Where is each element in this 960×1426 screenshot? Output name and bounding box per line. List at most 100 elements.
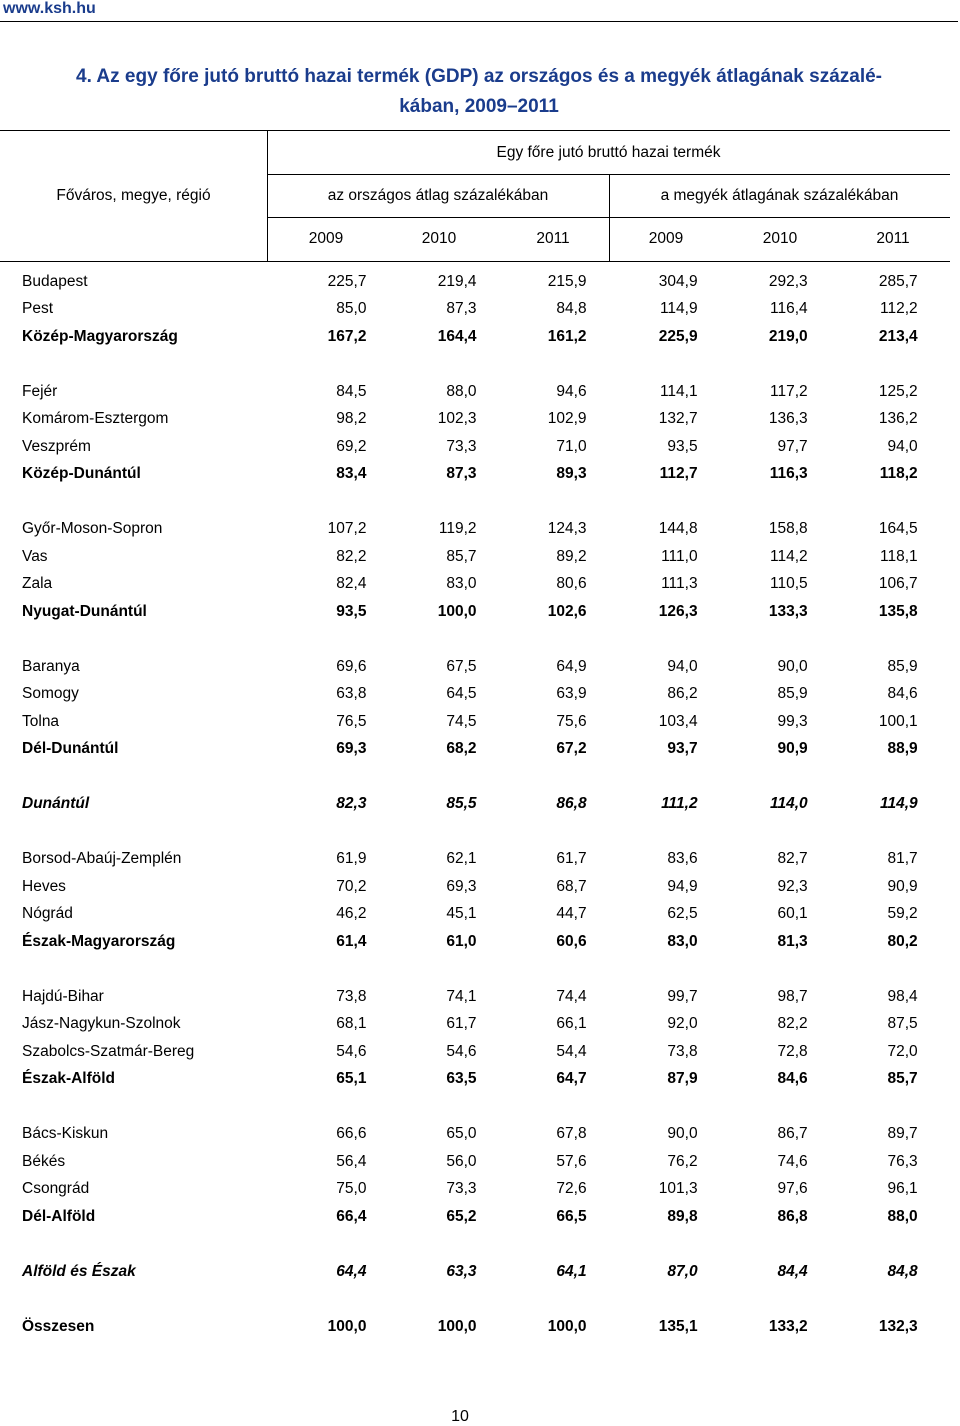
row-label: Tolna — [22, 712, 60, 730]
value-cell: 65,1 — [336, 1070, 367, 1088]
spacer-cell — [0, 351, 960, 379]
value-cell: 61,0 — [446, 932, 477, 950]
header-divider — [0, 21, 958, 22]
value-cell: 45,1 — [446, 905, 477, 923]
value-cell: 62,1 — [446, 850, 477, 868]
value-cell: 69,6 — [336, 657, 367, 675]
value-cell: 107,2 — [327, 520, 367, 538]
value-cell: 92,3 — [777, 877, 808, 895]
value-cell: 63,5 — [446, 1070, 477, 1088]
table-row: Vas 82,2 85,7 89,2 111,0 114,2 118,1 — [0, 543, 960, 571]
value-cell: 99,7 — [667, 987, 698, 1005]
value-cell: 82,3 — [336, 795, 367, 813]
value-cell: 112,7 — [659, 465, 698, 483]
table-row: Közép-Magyarország 167,2 164,4 161,2 225,9 21… — [0, 323, 960, 351]
value-cell: 119,2 — [438, 520, 477, 538]
right-padding-cell — [918, 296, 960, 324]
value-cell: 85,7 — [887, 1070, 918, 1088]
value-cell: 80,6 — [556, 575, 587, 593]
value-cell: 164,5 — [878, 520, 918, 538]
table-row: Nyugat-Dunántúl 93,5 100,0 102,6 126,3 133,3 1… — [0, 598, 960, 626]
value-cell: 84,6 — [887, 685, 918, 703]
value-cell: 83,6 — [667, 850, 698, 868]
row-label: Zala — [22, 575, 53, 593]
value-cell: 82,7 — [777, 850, 808, 868]
value-cell: 44,7 — [556, 905, 587, 923]
value-cell: 93,7 — [667, 740, 698, 758]
site-url[interactable]: www.ksh.hu — [3, 0, 96, 17]
row-label: Dél-Dunántúl — [22, 740, 119, 758]
table-row: Szabolcs-Szatmár-Bereg 54,6 54,6 54,4 73,8 72… — [0, 1038, 960, 1066]
spacer-cell — [0, 488, 960, 516]
value-cell: 63,3 — [446, 1262, 477, 1280]
table-row: Veszprém 69,2 73,3 71,0 93,5 97,7 94,0 — [0, 433, 960, 461]
right-padding-cell — [918, 1038, 960, 1066]
value-cell: 114,9 — [880, 795, 918, 813]
value-cell: 98,2 — [336, 410, 367, 428]
table-row: Közép-Dunántúl 83,4 87,3 89,3 112,7 116,3 118,… — [0, 461, 960, 489]
value-cell: 67,8 — [556, 1125, 587, 1143]
spacer-row — [0, 1093, 960, 1121]
spacer-cell — [0, 956, 960, 984]
value-cell: 85,5 — [446, 795, 477, 813]
value-cell: 69,3 — [446, 877, 477, 895]
value-cell: 54,6 — [446, 1042, 477, 1060]
table-row: Tolna 76,5 74,5 75,6 103,4 99,3 100,1 — [0, 708, 960, 736]
value-cell: 81,7 — [887, 850, 918, 868]
header-row-label: Főváros, megye, régió — [56, 187, 211, 204]
value-cell: 72,0 — [887, 1042, 918, 1060]
value-cell: 59,2 — [887, 905, 918, 923]
value-cell: 84,5 — [336, 382, 367, 400]
value-cell: 46,2 — [336, 905, 367, 923]
value-cell: 61,7 — [556, 850, 587, 868]
value-cell: 106,7 — [878, 575, 918, 593]
value-cell: 75,0 — [336, 1180, 367, 1198]
table-title-line1: 4. Az egy főre jutó bruttó hazai termék … — [76, 66, 882, 87]
table-row: Komárom-Esztergom 98,2 102,3 102,9 132,7 136,… — [0, 406, 960, 434]
value-cell: 54,4 — [556, 1042, 587, 1060]
right-padding-cell — [918, 516, 960, 544]
value-cell: 98,7 — [777, 987, 808, 1005]
value-cell: 114,1 — [659, 382, 698, 400]
row-label: Vas — [22, 547, 48, 565]
table-row: Dél-Dunántúl 69,3 68,2 67,2 93,7 90,9 88,9 — [0, 736, 960, 764]
value-cell: 285,7 — [878, 272, 918, 290]
table-row: Heves 70,2 69,3 68,7 94,9 92,3 90,9 — [0, 873, 960, 901]
right-padding-cell — [918, 983, 960, 1011]
value-cell: 102,3 — [437, 410, 477, 428]
value-cell: 76,2 — [667, 1152, 698, 1170]
spacer-cell — [0, 818, 960, 846]
value-cell: 100,0 — [437, 1317, 477, 1335]
value-cell: 88,9 — [887, 740, 918, 758]
value-cell: 84,8 — [556, 300, 587, 318]
value-cell: 54,6 — [336, 1042, 367, 1060]
value-cell: 90,9 — [777, 740, 808, 758]
spacer-cell — [0, 1093, 960, 1121]
value-cell: 85,0 — [336, 300, 367, 318]
value-cell: 65,2 — [446, 1207, 477, 1225]
value-cell: 111,3 — [661, 575, 698, 593]
right-padding-cell — [918, 873, 960, 901]
value-cell: 64,9 — [556, 657, 587, 675]
value-cell: 75,6 — [556, 712, 587, 730]
value-cell: 87,5 — [887, 1015, 918, 1033]
value-cell: 112,2 — [880, 300, 918, 318]
value-cell: 93,5 — [336, 602, 367, 620]
right-padding-cell — [918, 1176, 960, 1204]
value-cell: 68,2 — [446, 740, 477, 758]
table-body: Budapest 225,7 219,4 215,9 304,9 292,3 285,7 Pe… — [0, 268, 960, 1341]
value-cell: 84,6 — [777, 1070, 808, 1088]
value-cell: 72,8 — [777, 1042, 808, 1060]
table-row: Észak-Alföld 65,1 63,5 64,7 87,9 84,6 85,7 — [0, 1066, 960, 1094]
right-padding-cell — [918, 461, 960, 489]
spacer-cell — [0, 1286, 960, 1314]
year-header: 2010 — [421, 230, 457, 247]
value-cell: 74,6 — [777, 1152, 808, 1170]
spacer-row — [0, 351, 960, 379]
value-cell: 88,0 — [887, 1207, 918, 1225]
row-label: Alföld és Észak — [22, 1262, 136, 1280]
value-cell: 73,8 — [336, 987, 367, 1005]
right-padding-cell — [918, 268, 960, 296]
header-left-divider — [267, 130, 268, 261]
row-label: Komárom-Esztergom — [22, 410, 169, 428]
